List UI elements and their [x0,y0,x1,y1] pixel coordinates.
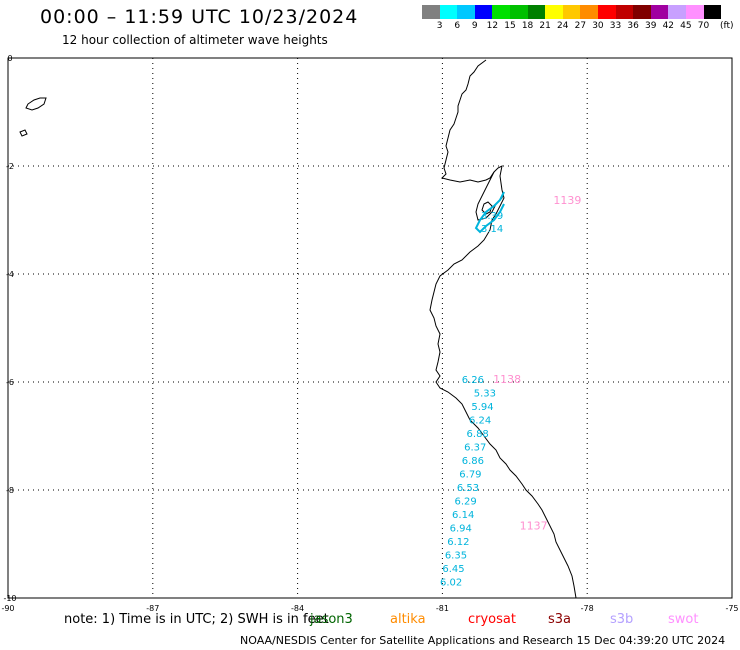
wave-height-label: 6.26 [462,375,484,386]
island-galapagos-large [25,97,47,111]
legend-swatch [685,5,704,19]
footer-note: note: 1) Time is in UTC; 2) SWH is in fe… [64,612,329,627]
credit-line: NOAA/NESDIS Center for Satellite Applica… [240,634,726,647]
legend-label: 3 [436,21,443,31]
y-tick-label: -2 [6,162,14,171]
wave-height-label: 6.86 [462,456,484,467]
y-tick-label: -6 [6,378,14,387]
legend-swatch [422,5,440,19]
legend-label: 33 [609,21,622,31]
x-tick-label: -78 [581,604,594,613]
map-subtitle: 12 hour collection of altimeter wave hei… [62,33,328,47]
wave-height-label: 6.37 [464,443,486,454]
pass-number-label: 1139 [553,194,581,207]
satellite-label: s3a [548,612,572,627]
legend-swatch [492,5,510,19]
pass-number-labels: 1139 1138 1137 [493,194,581,533]
legend-label: 18 [521,21,534,31]
map-frame [7,57,733,599]
map-grid [8,58,732,598]
legend-swatches [422,5,722,19]
legend-label: 36 [627,21,639,31]
wave-height-label: 6.53 [457,483,479,494]
legend-swatch [562,5,581,19]
legend-swatch [597,5,616,19]
axis-tick-labels: -90 -87 -84 -81 -78 -75 0 -2 -4 -6 -8 -10 [1,54,738,613]
legend-label: 6 [454,21,461,31]
wave-height-labels: 3.39 3.14 6.26 5.33 5.94 6.24 6.88 6.37 6.86 6.79… [440,211,503,589]
gulf-wave-shading [474,191,505,234]
map-title: 00:00 – 11:59 UTC 10/23/2024 [40,6,359,28]
legend-swatch [545,5,563,19]
legend-label: 45 [680,21,692,31]
satellite-label: s3b [610,612,634,627]
island-puna [481,201,493,215]
coastline-mainland [429,59,577,599]
color-legend: 3 6 9 12 15 18 21 24 27 30 33 36 39 42 45 70 (ft) [422,5,734,31]
legend-swatch [703,5,722,19]
legend-swatch [615,5,634,19]
legend-label: 24 [557,21,569,31]
legend-label: 9 [471,21,478,31]
wave-height-label: 6.14 [452,510,474,521]
wave-height-label: 6.02 [440,578,462,589]
satellite-label: jason3 [310,612,353,627]
y-tick-label: -8 [6,486,14,495]
x-tick-label: -87 [146,604,159,613]
legend-label: 21 [539,21,551,31]
legend-labels: 3 6 9 12 15 18 21 24 27 30 33 36 39 42 45 70 [422,21,721,31]
legend-swatch [474,5,493,19]
pass-number-label: 1137 [520,519,548,532]
legend-label: 39 [644,21,657,31]
pass-number-label: 1138 [493,373,521,386]
satellite-label: swot [668,612,699,627]
legend-swatch [509,5,528,19]
wave-height-label: 5.33 [474,389,496,400]
wave-height-label: 6.45 [442,564,464,575]
legend-label: 70 [697,21,710,31]
legend-label: 15 [504,21,516,31]
wave-height-label: 5.94 [471,402,493,413]
legend-swatch [633,5,651,19]
legend-swatch [580,5,598,19]
wave-height-label: 3.14 [481,224,503,235]
y-tick-label: 0 [7,54,12,63]
wave-height-label: 6.88 [467,429,489,440]
legend-swatch [439,5,458,19]
wave-height-label: 6.79 [459,470,481,481]
wave-height-label: 6.12 [447,537,469,548]
legend-label: 27 [574,21,587,31]
legend-label: 30 [592,21,604,31]
legend-label: 12 [486,21,499,31]
wave-height-label: 3.39 [481,211,503,222]
x-tick-label: -75 [725,604,738,613]
y-tick-label: -10 [3,594,16,603]
x-tick-label: -81 [436,604,449,613]
x-tick-label: -90 [1,604,14,613]
satellite-label: cryosat [468,612,516,627]
x-tick-label: -84 [291,604,304,613]
legend-label: 42 [662,21,675,31]
satellite-label: altika [390,612,426,627]
wave-height-label: 6.94 [450,524,472,535]
legend-swatch [668,5,686,19]
wave-height-label: 6.29 [454,497,476,508]
wave-height-label: 6.24 [469,416,491,427]
island-galapagos-small [19,129,28,137]
y-tick-label: -4 [6,270,14,279]
legend-unit: (ft) [720,21,734,31]
legend-swatch [527,5,546,19]
legend-swatch [650,5,669,19]
wave-height-label: 6.35 [445,551,467,562]
legend-swatch [457,5,475,19]
